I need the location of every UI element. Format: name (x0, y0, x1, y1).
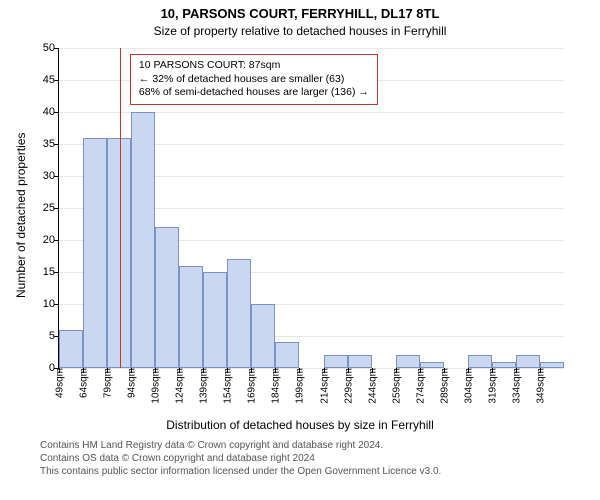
footer-line-2: Contains OS data © Crown copyright and d… (40, 453, 315, 464)
histogram-bar (275, 342, 299, 368)
x-tick-label: 169sqm (245, 368, 258, 404)
y-tick-label: 30 (43, 170, 59, 182)
histogram-bar (251, 304, 275, 368)
x-tick-label: 49sqm (53, 368, 66, 398)
histogram-bar (348, 355, 372, 368)
annotation-box: 10 PARSONS COURT: 87sqm← 32% of detached… (130, 54, 378, 105)
y-tick-label: 15 (43, 266, 59, 278)
chart-container: { "title": "10, PARSONS COURT, FERRYHILL… (0, 0, 600, 500)
histogram-bar (324, 355, 348, 368)
histogram-bar (468, 355, 492, 368)
y-tick-label: 5 (49, 330, 59, 342)
y-tick-label: 40 (43, 106, 59, 118)
histogram-bar (59, 330, 83, 368)
footer-line-1: Contains HM Land Registry data © Crown c… (40, 440, 383, 451)
y-tick-label: 10 (43, 298, 59, 310)
chart-title: 10, PARSONS COURT, FERRYHILL, DL17 8TL (0, 6, 600, 21)
x-tick-label: 304sqm (461, 368, 474, 404)
x-tick-label: 349sqm (533, 368, 546, 404)
x-tick-label: 199sqm (293, 368, 306, 404)
histogram-bar (516, 355, 540, 368)
plot-area: 0510152025303540455049sqm64sqm79sqm94sqm… (58, 48, 564, 369)
x-tick-label: 214sqm (317, 368, 330, 404)
x-tick-label: 64sqm (77, 368, 90, 398)
gridline (59, 48, 564, 49)
x-tick-label: 109sqm (149, 368, 162, 404)
histogram-bar (396, 355, 420, 368)
histogram-bar (227, 259, 251, 368)
x-tick-label: 124sqm (173, 368, 186, 404)
x-tick-label: 154sqm (221, 368, 234, 404)
x-tick-label: 139sqm (197, 368, 210, 404)
histogram-bar (131, 112, 155, 368)
reference-line (120, 48, 121, 368)
histogram-bar (155, 227, 179, 368)
annotation-line: 68% of semi-detached houses are larger (… (139, 86, 369, 100)
y-tick-label: 45 (43, 74, 59, 86)
x-tick-label: 259sqm (389, 368, 402, 404)
histogram-bar (83, 138, 107, 368)
y-tick-label: 35 (43, 138, 59, 150)
y-tick-label: 20 (43, 234, 59, 246)
x-axis-label: Distribution of detached houses by size … (0, 418, 600, 432)
x-tick-label: 319sqm (485, 368, 498, 404)
x-tick-label: 274sqm (413, 368, 426, 404)
x-tick-label: 94sqm (125, 368, 138, 398)
x-tick-label: 244sqm (365, 368, 378, 404)
x-tick-label: 79sqm (101, 368, 114, 398)
histogram-bar (179, 266, 203, 368)
histogram-bar (203, 272, 227, 368)
chart-subtitle: Size of property relative to detached ho… (0, 24, 600, 38)
attribution: This contains public sector information … (40, 466, 441, 477)
x-tick-label: 289sqm (437, 368, 450, 404)
y-axis-label: Number of detached properties (14, 133, 28, 298)
y-tick-label: 50 (43, 42, 59, 54)
x-tick-label: 229sqm (341, 368, 354, 404)
x-tick-label: 184sqm (269, 368, 282, 404)
annotation-line: ← 32% of detached houses are smaller (63… (139, 73, 369, 87)
x-tick-label: 334sqm (509, 368, 522, 404)
y-tick-label: 25 (43, 202, 59, 214)
annotation-line: 10 PARSONS COURT: 87sqm (139, 59, 369, 73)
